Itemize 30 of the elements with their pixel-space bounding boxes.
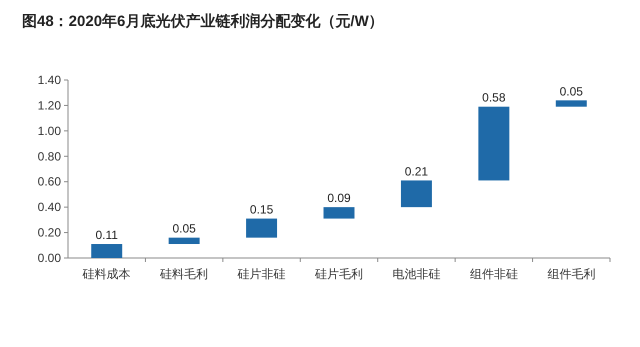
data-label: 0.09: [327, 191, 351, 206]
y-tick-label: 1.00: [38, 124, 62, 138]
chart-title: 图48：2020年6月底光伏产业链利润分配变化（元/W）: [22, 12, 384, 30]
data-label: 0.15: [250, 202, 274, 217]
bar: [556, 100, 587, 107]
y-tick-label: 0.60: [38, 174, 62, 189]
bar: [91, 244, 122, 258]
data-label: 0.05: [172, 222, 196, 236]
bar: [478, 106, 510, 180]
bar: [168, 238, 200, 244]
x-tick-label: 硅片毛利: [314, 267, 363, 281]
data-label: 0.11: [95, 228, 118, 242]
y-tick-label: 1.20: [38, 98, 62, 112]
data-label: 0.05: [560, 84, 584, 98]
x-tick-label: 硅片非硅: [236, 267, 286, 281]
bar: [246, 218, 278, 238]
x-tick-label: 硅料成本: [82, 267, 131, 281]
bar: [324, 207, 354, 219]
data-label: 0.21: [404, 164, 428, 178]
y-tick-label: 0.00: [38, 251, 62, 265]
y-tick-label: 0.80: [38, 149, 62, 164]
x-tick-label: 组件非硅: [470, 267, 518, 281]
bar: [400, 180, 432, 208]
x-tick-label: 电池非硅: [392, 267, 440, 281]
y-tick-label: 0.40: [38, 200, 62, 214]
y-tick-label: 1.40: [38, 73, 62, 87]
x-tick-label: 组件毛利: [547, 267, 596, 281]
x-tick-label: 硅料毛利: [159, 267, 208, 281]
y-tick-label: 0.20: [38, 226, 62, 240]
data-label: 0.58: [482, 90, 506, 105]
